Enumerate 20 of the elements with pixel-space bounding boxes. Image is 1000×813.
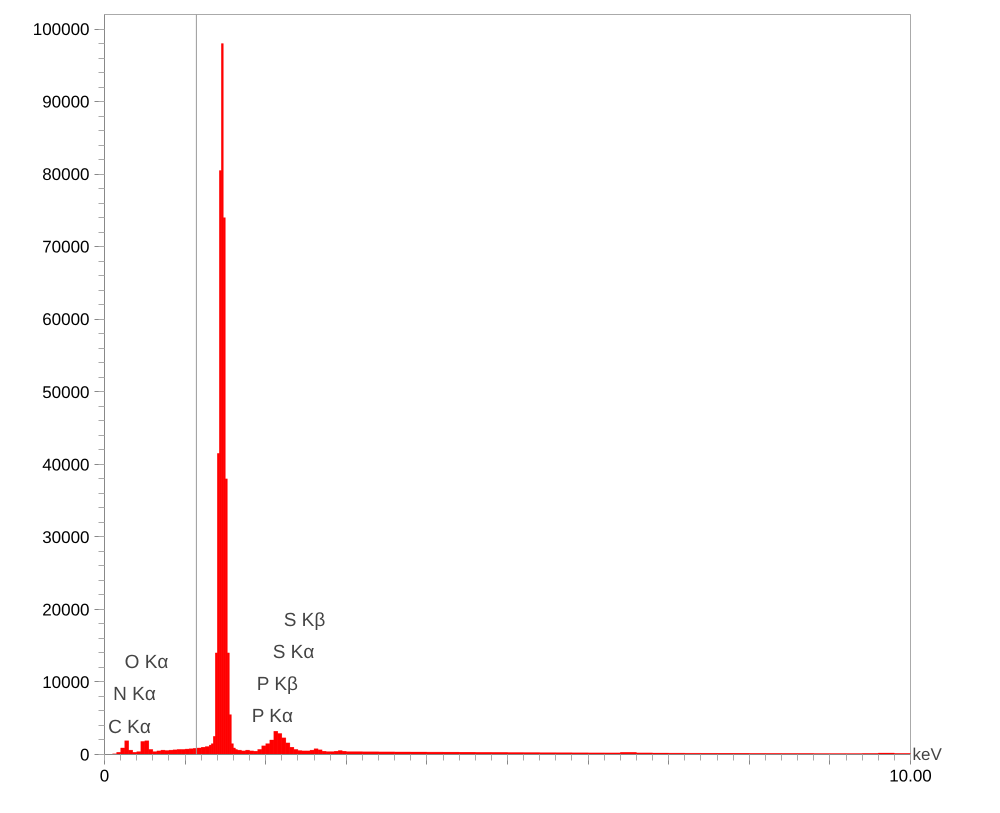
annotation: N Kα xyxy=(113,684,156,705)
x-tick-label: 10.00 xyxy=(889,766,932,786)
annotation: O Kα xyxy=(124,652,168,673)
annotation: C Kα xyxy=(108,717,151,738)
y-tick-label: 80000 xyxy=(42,165,90,184)
y-tick-label: 70000 xyxy=(42,238,90,257)
y-tick-label: 90000 xyxy=(42,92,90,112)
annotation: P Kα xyxy=(252,706,293,727)
x-axis-title: keV xyxy=(912,745,942,764)
y-tick-label: 30000 xyxy=(42,528,90,547)
y-tick-label: 10000 xyxy=(42,672,90,692)
y-tick-label: 0 xyxy=(80,746,90,764)
y-tick-label: 60000 xyxy=(42,310,90,330)
y-tick-label: 50000 xyxy=(42,382,90,402)
annotation: S Kβ xyxy=(284,610,326,631)
annotation: S Kα xyxy=(272,642,314,663)
annotation: P Kβ xyxy=(256,674,298,695)
y-tick-label: 100000 xyxy=(32,20,90,40)
y-tick-label: 40000 xyxy=(42,455,90,474)
y-tick-label: 20000 xyxy=(42,600,90,620)
